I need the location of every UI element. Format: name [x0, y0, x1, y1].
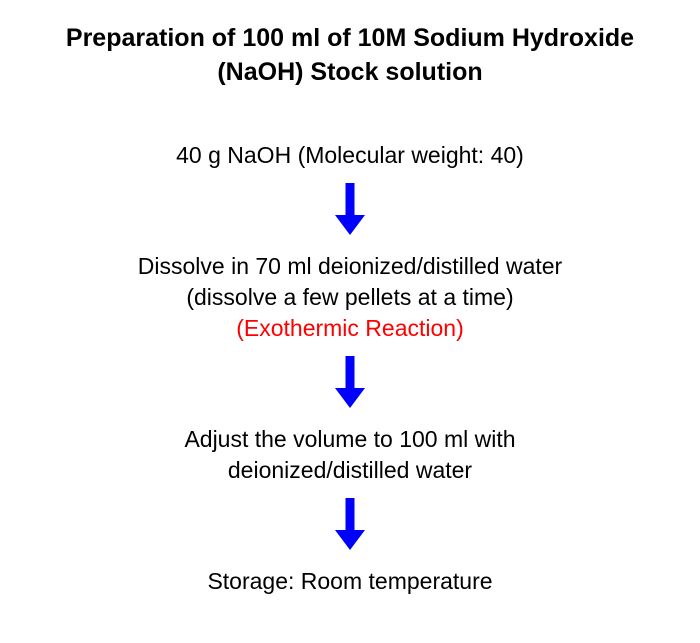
title-line-2: (NaOH) Stock solution [66, 56, 634, 90]
title-line-1: Preparation of 100 ml of 10M Sodium Hydr… [66, 22, 634, 56]
flow-step: Storage: Room temperature [207, 566, 492, 597]
step-line: deionized/distilled water [184, 455, 515, 486]
step-line: Adjust the volume to 100 ml with [184, 424, 515, 455]
down-arrow-icon [335, 183, 365, 235]
step-line: Dissolve in 70 ml deionized/distilled wa… [138, 251, 562, 282]
down-arrow-icon [335, 356, 365, 408]
step-line: 40 g NaOH (Molecular weight: 40) [176, 140, 524, 171]
flow-step: Adjust the volume to 100 ml withdeionize… [184, 424, 515, 486]
step-line: (dissolve a few pellets at a time) [138, 282, 562, 313]
diagram-title: Preparation of 100 ml of 10M Sodium Hydr… [66, 22, 634, 90]
step-line: Storage: Room temperature [207, 566, 492, 597]
flow-step: 40 g NaOH (Molecular weight: 40) [176, 140, 524, 171]
flowchart-body: 40 g NaOH (Molecular weight: 40) Dissolve… [138, 140, 562, 597]
flow-step: Dissolve in 70 ml deionized/distilled wa… [138, 251, 562, 344]
step-warning: (Exothermic Reaction) [138, 313, 562, 344]
down-arrow-icon [335, 498, 365, 550]
